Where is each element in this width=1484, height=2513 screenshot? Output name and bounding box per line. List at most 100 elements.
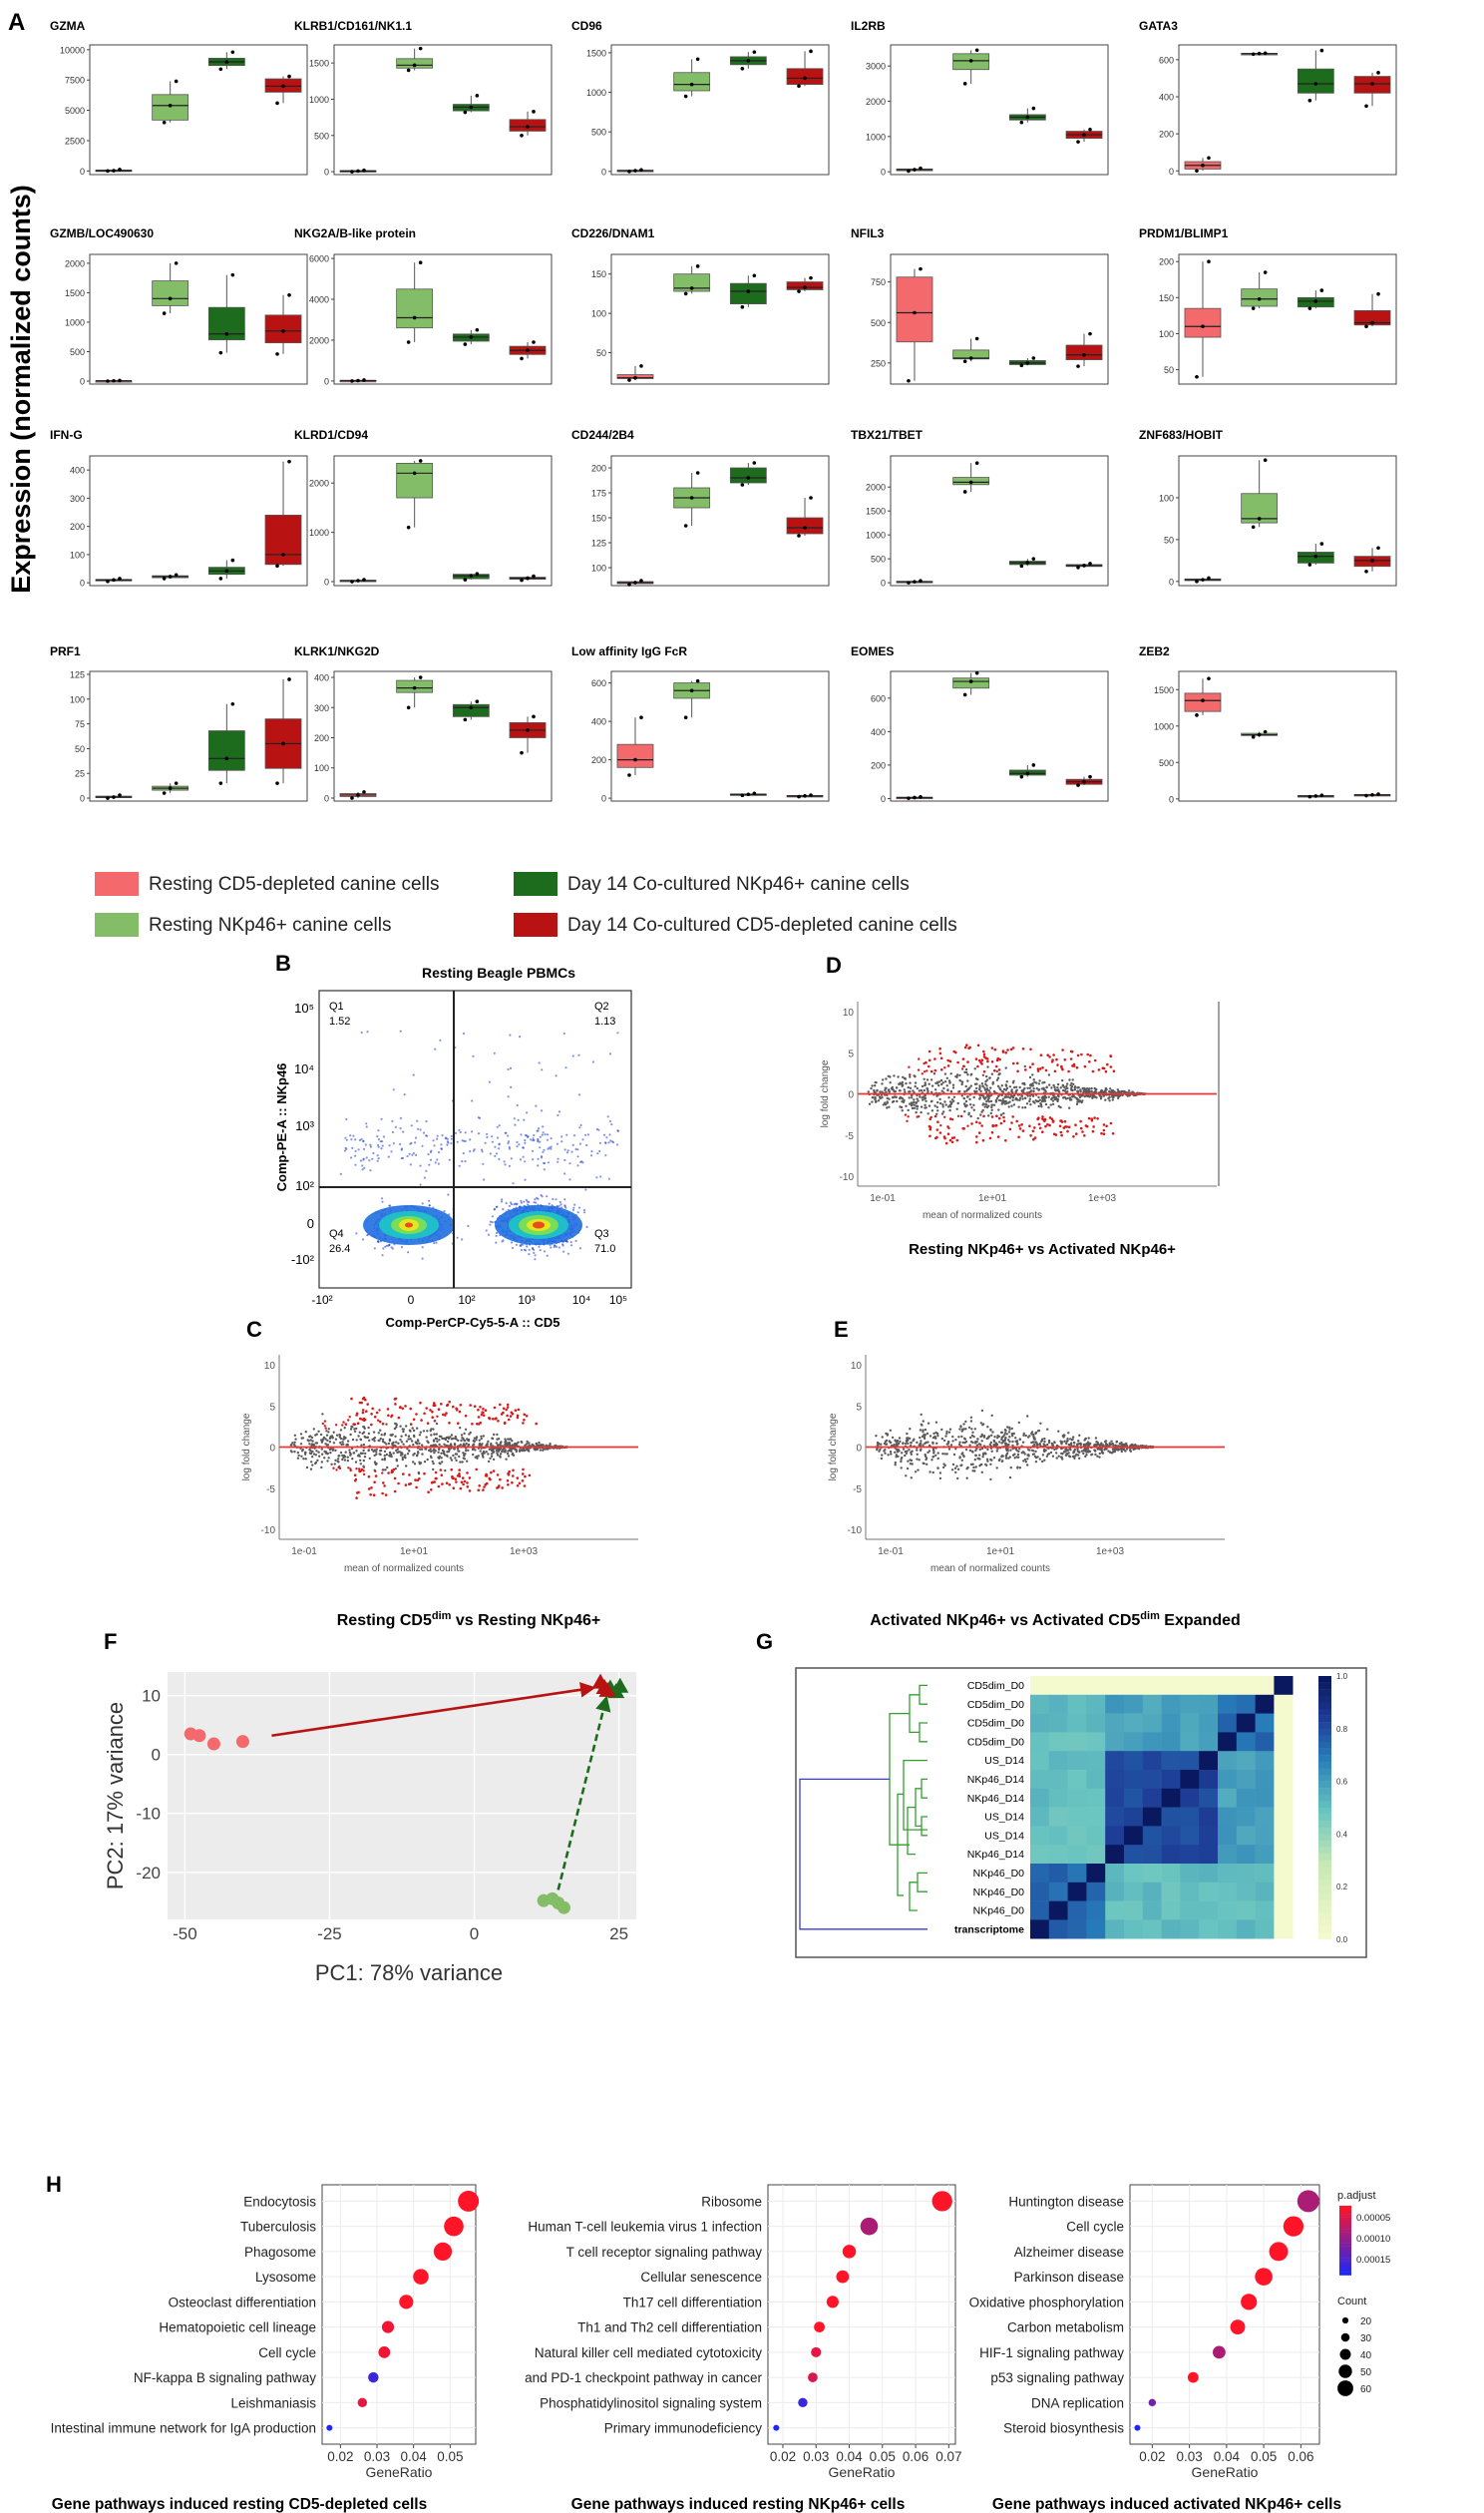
significant-gene-dot bbox=[1011, 1115, 1014, 1118]
significant-gene-dot bbox=[394, 1403, 397, 1406]
gene-dot bbox=[1111, 1095, 1114, 1098]
gene-dot bbox=[949, 1072, 952, 1075]
sample-point bbox=[797, 534, 801, 538]
significant-gene-dot bbox=[499, 1477, 502, 1481]
gene-dot bbox=[328, 1437, 332, 1441]
gene-dot bbox=[368, 1457, 371, 1461]
event-dot bbox=[510, 1157, 513, 1160]
significant-gene-dot bbox=[1041, 1117, 1044, 1120]
gene-dot bbox=[936, 1457, 939, 1461]
gene-dot bbox=[930, 1099, 933, 1103]
gene-dot bbox=[504, 1449, 507, 1452]
event-dot bbox=[605, 1136, 608, 1139]
gene-dot bbox=[896, 1099, 899, 1103]
gene-dot bbox=[894, 1439, 897, 1442]
legend-swatch bbox=[514, 913, 557, 937]
gene-plot-frame bbox=[333, 253, 553, 385]
event-dot bbox=[509, 1201, 513, 1204]
significant-gene-dot bbox=[1015, 1119, 1018, 1123]
gene-dot bbox=[990, 1072, 994, 1075]
event-dot bbox=[569, 1241, 572, 1244]
gene-dot bbox=[969, 1084, 972, 1087]
significant-gene-dot bbox=[966, 1124, 969, 1127]
event-dot bbox=[412, 1152, 415, 1155]
gene-dot bbox=[979, 1422, 982, 1425]
event-dot bbox=[579, 1160, 582, 1163]
event-dot bbox=[543, 1161, 546, 1164]
sample-point bbox=[230, 272, 235, 277]
sample-point bbox=[752, 50, 757, 54]
significant-gene-dot bbox=[1097, 1068, 1101, 1071]
gene-dot bbox=[412, 1444, 415, 1447]
significant-gene-dot bbox=[1100, 1131, 1103, 1135]
significant-gene-dot bbox=[390, 1470, 394, 1473]
gene-dot bbox=[1112, 1090, 1115, 1093]
sample-point bbox=[168, 786, 173, 790]
gene-dot bbox=[935, 1105, 938, 1109]
gene-dot bbox=[360, 1444, 363, 1447]
gene-dot bbox=[948, 1108, 951, 1112]
significant-gene-dot bbox=[415, 1485, 418, 1489]
gene-dot bbox=[969, 1114, 972, 1118]
significant-gene-dot bbox=[1093, 1058, 1097, 1062]
gene-dot bbox=[976, 1116, 979, 1120]
y-tick-label: 200 bbox=[871, 760, 886, 770]
gene-dot bbox=[455, 1453, 459, 1456]
gene-dot bbox=[905, 1474, 908, 1477]
significant-gene-dot bbox=[977, 1131, 981, 1134]
significant-gene-dot bbox=[1060, 1064, 1063, 1068]
gene-dot bbox=[433, 1433, 436, 1436]
gene-dot bbox=[1091, 1095, 1094, 1099]
event-dot bbox=[557, 1110, 561, 1113]
event-dot bbox=[421, 1246, 424, 1249]
significant-gene-dot bbox=[358, 1467, 361, 1470]
event-dot bbox=[550, 1147, 553, 1150]
event-dot bbox=[611, 1141, 615, 1144]
sample-point bbox=[174, 781, 179, 785]
gene-dot bbox=[329, 1452, 332, 1455]
gene-dot bbox=[311, 1464, 314, 1466]
gene-dot bbox=[966, 1095, 969, 1098]
gene-dot bbox=[386, 1466, 389, 1469]
gene-dot bbox=[997, 1098, 1000, 1102]
gene-dot bbox=[400, 1452, 403, 1455]
gene-dot bbox=[338, 1436, 341, 1439]
gene-dot bbox=[314, 1454, 318, 1457]
significant-gene-dot bbox=[349, 1468, 352, 1472]
gene-dot bbox=[978, 1087, 981, 1091]
box bbox=[729, 282, 767, 305]
significant-gene-dot bbox=[485, 1481, 489, 1485]
significant-gene-dot bbox=[387, 1414, 390, 1418]
gene-dot bbox=[456, 1448, 460, 1451]
event-dot bbox=[578, 1126, 581, 1129]
sample-point bbox=[106, 796, 110, 800]
significant-gene-dot bbox=[1041, 1066, 1044, 1069]
gene-dot bbox=[341, 1458, 344, 1462]
gene-dot bbox=[903, 1088, 906, 1091]
gene-dot bbox=[989, 1111, 992, 1115]
significant-gene-dot bbox=[384, 1493, 388, 1496]
significant-gene-dot bbox=[1104, 1069, 1108, 1073]
significant-gene-dot bbox=[1069, 1057, 1073, 1060]
gene-dot bbox=[920, 1088, 923, 1092]
significant-gene-dot bbox=[1052, 1132, 1056, 1136]
gene-dot bbox=[435, 1433, 438, 1436]
event-dot bbox=[512, 1182, 515, 1185]
significant-gene-dot bbox=[334, 1424, 338, 1427]
gene-dot bbox=[404, 1434, 408, 1437]
gene-dot bbox=[1116, 1094, 1119, 1097]
gene-dot bbox=[300, 1455, 303, 1459]
event-dot bbox=[362, 1139, 365, 1142]
gene-dot bbox=[440, 1457, 443, 1460]
gene-dot bbox=[412, 1454, 415, 1457]
gene-dot bbox=[908, 1096, 911, 1099]
event-dot bbox=[351, 1146, 354, 1149]
gene-dot bbox=[518, 1449, 522, 1452]
event-dot bbox=[571, 1208, 575, 1212]
gene-dot bbox=[341, 1454, 344, 1458]
sample-point bbox=[118, 793, 122, 797]
gene-title: GATA3 bbox=[1139, 19, 1178, 33]
significant-gene-dot bbox=[938, 1131, 942, 1134]
gene-dot bbox=[441, 1449, 445, 1453]
